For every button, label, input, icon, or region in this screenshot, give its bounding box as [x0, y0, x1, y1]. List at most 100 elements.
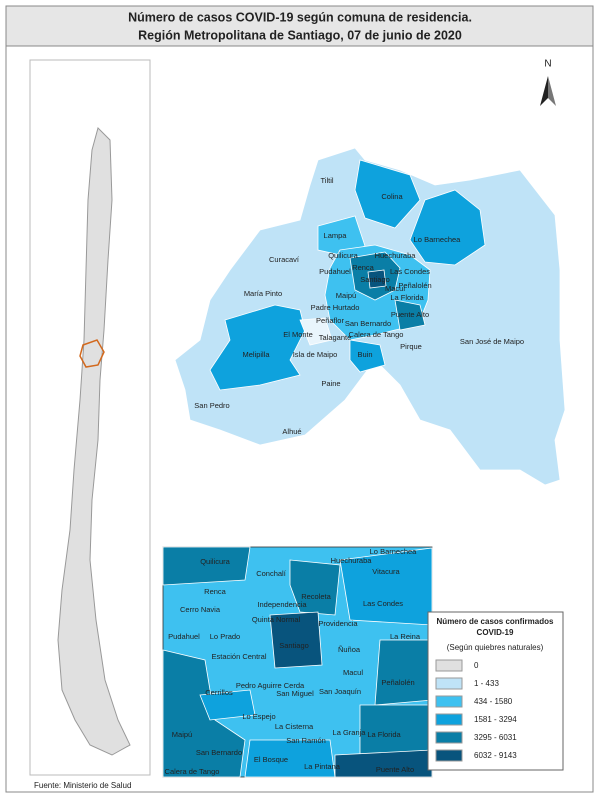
inset-label: Maipú	[172, 730, 192, 739]
inset-label: Estación Central	[211, 652, 266, 661]
inset-label: Cerro Navia	[180, 605, 221, 614]
legend-swatch	[435, 677, 463, 690]
inset-label: Lo Prado	[210, 632, 240, 641]
legend-label: 6032 - 9143	[474, 751, 517, 760]
inset-label: San Ramón	[286, 736, 326, 745]
commune	[269, 611, 323, 669]
legend-box	[427, 611, 564, 771]
map-label: Isla de Maipo	[293, 350, 338, 359]
inset-label: San Bernardo	[196, 748, 242, 757]
commune	[367, 269, 387, 289]
map-label: Tiltil	[320, 176, 333, 185]
legend-items: 0 1 - 433 434 - 1580 1581 - 3294 3295 - 6031…	[435, 659, 517, 762]
legend-swatch	[435, 749, 463, 762]
inset-label: Calera de Tango	[165, 767, 220, 776]
map-label: Macul	[385, 284, 405, 293]
inset-map	[162, 546, 433, 778]
map-label: Talagante	[319, 333, 352, 342]
inset-label: Providencia	[318, 619, 358, 628]
inset-label: Quilicura	[200, 557, 230, 566]
map-label: Paine	[321, 379, 340, 388]
inset-label: La Reina	[390, 632, 421, 641]
inset-label: La Pintana	[304, 762, 341, 771]
inset-label: La Cisterna	[275, 722, 314, 731]
map-label: Renca	[352, 263, 375, 272]
legend-subtitle: (Según quiebres naturales)	[447, 643, 544, 652]
commune	[162, 649, 246, 778]
inset-label: Conchalí	[256, 569, 287, 578]
north-arrow	[540, 76, 548, 106]
map-label: Padre Hurtado	[311, 303, 360, 312]
legend-label: 1 - 433	[474, 679, 499, 688]
inset-label: Lo Espejo	[242, 712, 275, 721]
title-box	[5, 5, 594, 47]
inset-label: Peñalolén	[381, 678, 414, 687]
inset-label: La Florida	[367, 730, 401, 739]
map-label: San Pedro	[194, 401, 229, 410]
commune	[354, 159, 421, 229]
map-label: Curacaví	[269, 255, 300, 264]
title-line: Número de casos COVID-19 según comuna de…	[128, 10, 472, 24]
inset-label: Cerrillos	[205, 688, 233, 697]
map-label: San Bernardo	[345, 319, 391, 328]
north-arrow	[548, 76, 556, 106]
legend-swatch	[435, 731, 463, 744]
inset-label: San Joaquín	[319, 687, 361, 696]
map-label: Lampa	[324, 231, 348, 240]
region-highlight	[79, 339, 105, 368]
commune	[334, 749, 433, 778]
source: Fuente: Ministerio de Salud	[34, 781, 131, 790]
inset-label: Puente Alto	[376, 765, 414, 774]
inset-label: Santiago	[279, 641, 309, 650]
legend-label: 1581 - 3294	[474, 715, 517, 724]
inset-label: Vitacura	[372, 567, 400, 576]
map-label: Lo Barnechea	[414, 235, 462, 244]
legend-label: 0	[474, 661, 479, 670]
map-label: Santiago	[360, 275, 390, 284]
inset-label: Recoleta	[301, 592, 331, 601]
commune	[209, 304, 306, 391]
map-label: Melipilla	[242, 350, 270, 359]
map-label: Peñalolén	[398, 281, 431, 290]
inset-label: El Bosque	[254, 755, 288, 764]
map-label: Huechuraba	[375, 251, 417, 260]
commune	[349, 339, 386, 373]
inset-label: Las Condes	[363, 599, 403, 608]
inset-label: Lo Barnechea	[370, 547, 418, 556]
commune	[199, 689, 256, 721]
map-label: María Pinto	[244, 289, 282, 298]
map-label: La Florida	[390, 293, 424, 302]
commune	[409, 189, 486, 266]
legend-swatch	[435, 659, 463, 672]
map-labels: Tiltil Colina Lampa Lo Barnechea Quilicura Hu…	[165, 176, 525, 776]
legend-title: COVID-19	[477, 628, 514, 637]
map-label: Buin	[357, 350, 372, 359]
inset-label: La Granja	[333, 728, 367, 737]
main-map	[174, 147, 566, 486]
commune	[299, 317, 333, 346]
map-label: Quilicura	[328, 251, 358, 260]
map-label: Colina	[381, 192, 403, 201]
inset-label: San Miguel	[276, 689, 314, 698]
inset-label: Independencia	[257, 600, 307, 609]
commune	[394, 299, 426, 331]
inset-label: Pudahuel	[168, 632, 200, 641]
map-label: Las Condes	[390, 267, 430, 276]
inset-label: Macul	[343, 668, 363, 677]
legend-swatch	[435, 695, 463, 708]
inset-label: Quinta Normal	[252, 615, 301, 624]
map-label: San José de Maipo	[460, 337, 524, 346]
legend-label: 434 - 1580	[474, 697, 513, 706]
inset-label: Renca	[204, 587, 227, 596]
inset-label: Pedro Aguirre Cerda	[236, 681, 305, 690]
map-label: Peñaflor	[316, 316, 344, 325]
inset-label: Huechuraba	[331, 556, 373, 565]
inset-label: Ñuñoa	[338, 645, 361, 654]
commune	[162, 546, 251, 586]
map-label: Puente Alto	[391, 310, 429, 319]
legend-title: Número de casos confirmados	[437, 617, 554, 626]
map-label: El Monte	[283, 330, 313, 339]
title-line: Región Metropolitana de Santiago, 07 de …	[138, 28, 462, 42]
commune	[374, 639, 433, 706]
